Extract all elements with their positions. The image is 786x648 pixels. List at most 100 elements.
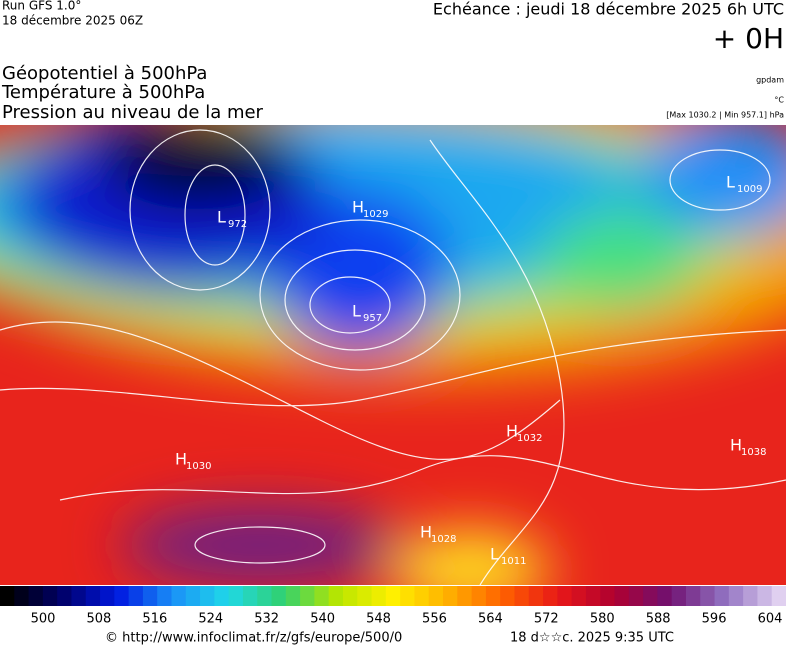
- color-swatch: [757, 586, 773, 606]
- unit: °C: [774, 96, 784, 105]
- colorbar-label: 540: [310, 612, 335, 627]
- colorbar-label: 516: [142, 612, 167, 627]
- color-swatch: [271, 586, 287, 606]
- color-swatch: [457, 586, 473, 606]
- color-swatch: [714, 586, 730, 606]
- color-swatch: [228, 586, 244, 606]
- field-title: Température à 500hPa: [1, 82, 205, 103]
- color-swatch: [342, 586, 358, 606]
- color-swatch: [171, 586, 187, 606]
- center-letter: H: [730, 436, 742, 455]
- unit: [Max 1030.2 | Min 957.1] hPa: [666, 111, 784, 120]
- lead-time: + 0H: [713, 22, 784, 55]
- color-swatch: [314, 586, 330, 606]
- timestamp: 18 d☆☆c. 2025 9:35 UTC: [510, 631, 674, 646]
- color-swatch: [14, 586, 30, 606]
- center-value: 1028: [431, 534, 456, 545]
- colorbar-label: 508: [87, 612, 112, 627]
- run-date: 18 décembre 2025 06Z: [2, 14, 143, 28]
- color-swatch: [557, 586, 573, 606]
- color-swatch: [414, 586, 430, 606]
- color-swatch: [57, 586, 72, 606]
- color-swatch: [657, 586, 673, 606]
- color-swatch: [585, 586, 601, 606]
- color-swatch: [100, 586, 115, 606]
- center-letter: L: [352, 302, 361, 321]
- color-swatch: [600, 586, 616, 606]
- color-swatch: [385, 586, 401, 606]
- color-swatch: [543, 586, 558, 606]
- color-swatch: [242, 586, 258, 606]
- center-letter: L: [490, 545, 499, 564]
- color-swatch: [200, 586, 215, 606]
- color-swatch: [500, 586, 515, 606]
- colorbar-label: 596: [702, 612, 727, 627]
- center-letter: L: [217, 208, 226, 227]
- color-swatch: [685, 586, 701, 606]
- colorbar-label: 532: [254, 612, 279, 627]
- center-value: 1029: [363, 209, 388, 220]
- field-title: Géopotentiel à 500hPa: [2, 63, 207, 84]
- color-swatch: [257, 586, 273, 606]
- color-swatch: [528, 586, 544, 606]
- color-swatch: [42, 586, 58, 606]
- color-swatch: [614, 586, 630, 606]
- color-swatch: [128, 586, 144, 606]
- center-letter: H: [352, 198, 364, 217]
- center-value: 1032: [517, 433, 542, 444]
- colorbar-label: 580: [590, 612, 615, 627]
- center-letter: H: [175, 450, 187, 469]
- center-value: 972: [228, 219, 247, 230]
- colorbar-label: 588: [646, 612, 671, 627]
- color-swatch: [371, 586, 387, 606]
- center-value: 1038: [741, 447, 766, 458]
- center-value: 957: [363, 313, 382, 324]
- color-swatch: [157, 586, 172, 606]
- color-swatch: [71, 586, 87, 606]
- color-swatch: [114, 586, 130, 606]
- color-swatch: [700, 586, 716, 606]
- color-swatch: [628, 586, 644, 606]
- center-value: 1009: [737, 184, 762, 195]
- color-swatch: [443, 586, 458, 606]
- color-swatch: [428, 586, 444, 606]
- source-url: © http://www.infoclimat.fr/z/gfs/europe/…: [105, 631, 402, 646]
- color-swatch: [771, 586, 786, 606]
- map: [0, 125, 786, 585]
- color-swatch: [485, 586, 501, 606]
- colorbar-label: 564: [478, 612, 503, 627]
- color-swatch: [0, 586, 15, 606]
- color-swatch: [214, 586, 230, 606]
- colorbar-label: 524: [198, 612, 223, 627]
- run: Run GFS 1.0°: [2, 0, 81, 13]
- unit: gpdam: [756, 76, 784, 85]
- color-swatch: [400, 586, 415, 606]
- color-swatch: [471, 586, 487, 606]
- color-swatch: [185, 586, 201, 606]
- color-swatch: [328, 586, 344, 606]
- colorbar: 500 508 516 524 532 540 548 556 564 572 580 588 596 6…: [0, 586, 786, 627]
- color-swatch: [300, 586, 315, 606]
- color-swatch: [514, 586, 530, 606]
- color-swatch: [142, 586, 158, 606]
- color-swatch: [643, 586, 658, 606]
- center-letter: H: [506, 422, 518, 441]
- colorbar-label: 604: [758, 612, 783, 627]
- colorbar-label: 500: [31, 612, 56, 627]
- color-swatch: [28, 586, 44, 606]
- center-letter: L: [726, 173, 735, 192]
- color-swatch: [285, 586, 301, 606]
- valid-time: Echéance : jeudi 18 décembre 2025 6h UTC: [433, 0, 784, 19]
- center-value: 1030: [186, 461, 211, 472]
- color-swatch: [85, 586, 101, 606]
- center-letter: H: [420, 523, 432, 542]
- color-swatch: [671, 586, 687, 606]
- color-swatch: [728, 586, 744, 606]
- color-swatch: [743, 586, 758, 606]
- field-title: Pression au niveau de la mer: [2, 102, 264, 123]
- color-swatch: [357, 586, 373, 606]
- color-swatch: [571, 586, 587, 606]
- colorbar-label: 548: [366, 612, 391, 627]
